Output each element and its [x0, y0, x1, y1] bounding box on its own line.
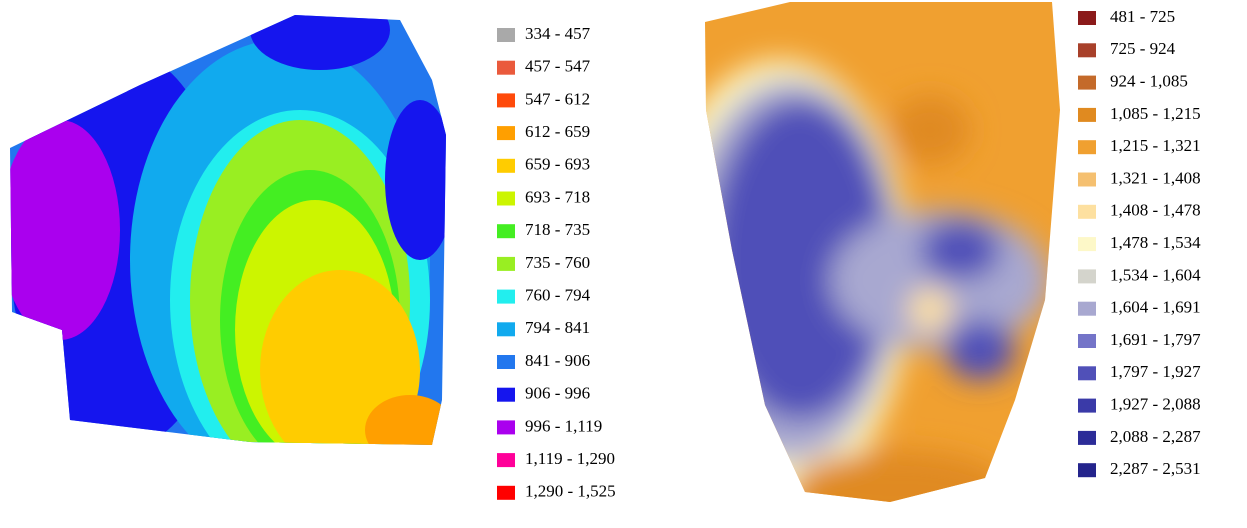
- legend-swatch: [497, 420, 515, 434]
- legend-swatch: [1078, 334, 1096, 348]
- legend-swatch: [1078, 76, 1096, 90]
- legend-swatch: [497, 192, 515, 206]
- legend-label: 1,408 - 1,478: [1110, 201, 1201, 220]
- map-left: [0, 0, 460, 490]
- legend-label: 760 - 794: [525, 286, 591, 305]
- legend-label: 725 - 924: [1110, 39, 1176, 58]
- legend-swatch: [497, 257, 515, 271]
- legend-label: 1,321 - 1,408: [1110, 168, 1201, 187]
- legend-swatch: [1078, 431, 1096, 445]
- legend-swatch: [497, 126, 515, 140]
- legend-label: 1,215 - 1,321: [1110, 136, 1201, 155]
- legend-swatch: [1078, 399, 1096, 413]
- legend-label: 1,927 - 2,088: [1110, 395, 1201, 414]
- legend-swatch: [1078, 108, 1096, 122]
- legend-swatch: [1078, 140, 1096, 154]
- legend-label: 1,085 - 1,215: [1110, 104, 1201, 123]
- legend-swatch: [1078, 269, 1096, 283]
- legend-label: 547 - 612: [525, 89, 590, 108]
- legend-label: 841 - 906: [525, 351, 590, 370]
- legend-label: 996 - 1,119: [525, 416, 602, 435]
- legend-label: 1,604 - 1,691: [1110, 298, 1201, 317]
- legend-swatch: [1078, 205, 1096, 219]
- legend-swatch: [1078, 463, 1096, 477]
- legend-swatch: [497, 355, 515, 369]
- legend-swatch: [497, 224, 515, 238]
- legend-label: 1,478 - 1,534: [1110, 233, 1201, 252]
- legend-label: 1,290 - 1,525: [525, 482, 616, 501]
- legend-swatch: [497, 453, 515, 467]
- legend-label: 1,119 - 1,290: [525, 449, 615, 468]
- legend-swatch: [497, 61, 515, 75]
- legend-label: 2,088 - 2,287: [1110, 427, 1201, 446]
- legend-swatch: [497, 322, 515, 336]
- map-right: [650, 0, 1070, 523]
- legend-swatch: [1078, 173, 1096, 187]
- legend-swatch: [1078, 11, 1096, 25]
- legend-label: 481 - 725: [1110, 7, 1175, 26]
- legend-swatch: [1078, 43, 1096, 57]
- legend-label: 2,287 - 2,531: [1110, 459, 1201, 478]
- legend-label: 718 - 735: [525, 220, 590, 239]
- legend-swatch: [497, 28, 515, 42]
- legend-swatch: [497, 388, 515, 402]
- legend-label: 1,797 - 1,927: [1110, 362, 1201, 381]
- legend-swatch: [497, 93, 515, 107]
- legend-label: 906 - 996: [525, 384, 590, 403]
- legend-label: 457 - 547: [525, 57, 591, 76]
- legend-label: 334 - 457: [525, 24, 591, 43]
- legend-label: 1,691 - 1,797: [1110, 330, 1201, 349]
- legend-swatch: [1078, 302, 1096, 316]
- legend-swatch: [497, 486, 515, 500]
- legend-label: 794 - 841: [525, 318, 590, 337]
- legend-label: 693 - 718: [525, 187, 590, 206]
- legend-label: 659 - 693: [525, 155, 590, 174]
- legend-label: 924 - 1,085: [1110, 72, 1188, 91]
- legend-swatch: [497, 159, 515, 173]
- legend-swatch: [1078, 366, 1096, 380]
- legend-label: 735 - 760: [525, 253, 590, 272]
- legend-label: 612 - 659: [525, 122, 590, 141]
- legend-swatch: [497, 290, 515, 304]
- legend-swatch: [1078, 237, 1096, 251]
- legend-label: 1,534 - 1,604: [1110, 265, 1201, 284]
- page: 334 - 457 457 - 547 547 - 612 612 - 659 659 …: [0, 0, 1247, 523]
